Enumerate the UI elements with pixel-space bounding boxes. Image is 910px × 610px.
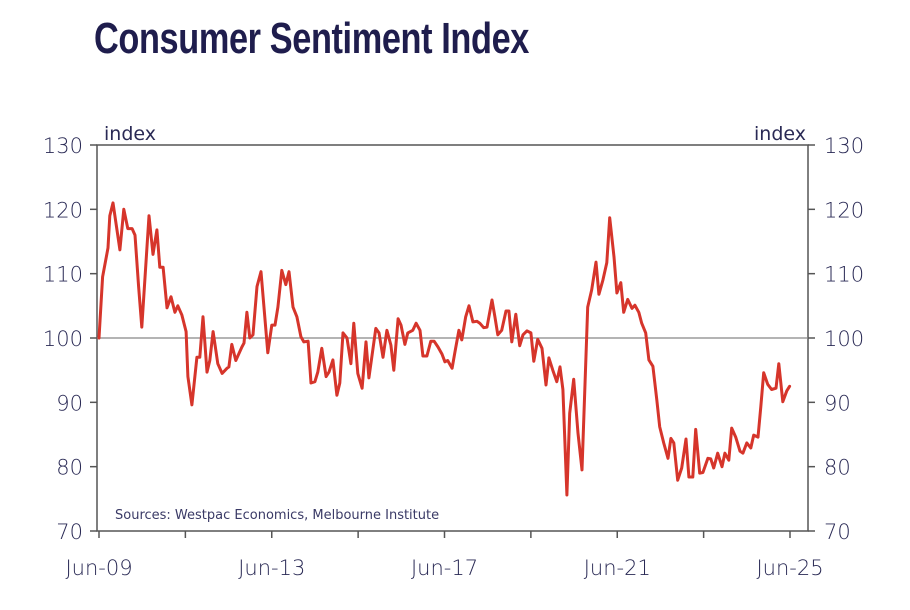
- source-note: Sources: Westpac Economics, Melbourne In…: [115, 508, 439, 523]
- y-tick-label-right: 130: [824, 134, 864, 158]
- y-tick-label-left: 80: [56, 456, 83, 480]
- y-axis-left-unit: index: [104, 123, 156, 145]
- chart-title: Consumer Sentiment Index: [94, 14, 529, 63]
- y-tick-label-left: 130: [43, 134, 83, 158]
- y-axis-right: 70 80 90 100 110 120 130: [808, 134, 864, 544]
- y-tick-label-left: 100: [43, 327, 83, 351]
- y-tick-label-right: 100: [824, 327, 864, 351]
- y-tick-label-left: 90: [56, 391, 83, 415]
- x-tick-label: Jun-09: [65, 556, 132, 580]
- y-tick-label-right: 90: [824, 391, 851, 415]
- y-tick-label-left: 70: [56, 520, 83, 544]
- series-group: [97, 201, 792, 497]
- y-axis-left: 70 80 90 100 110 120 130: [43, 134, 97, 544]
- y-tick-label-left: 120: [43, 198, 83, 222]
- y-tick-label-right: 80: [824, 456, 851, 480]
- y-tick-label-left: 110: [43, 263, 83, 287]
- series-line-consumer-sentiment: [97, 201, 792, 497]
- x-axis: Jun-09 Jun-13 Jun-17 Jun-21 Jun-25: [65, 531, 824, 580]
- y-tick-label-right: 110: [824, 263, 864, 287]
- x-tick-label: Jun-25: [756, 556, 823, 580]
- x-tick-label: Jun-17: [411, 556, 478, 580]
- y-tick-label-right: 70: [824, 520, 851, 544]
- x-tick-label: Jun-13: [238, 556, 305, 580]
- x-tick-label: Jun-21: [584, 556, 651, 580]
- y-axis-right-unit: index: [754, 123, 806, 145]
- y-tick-label-right: 120: [824, 198, 864, 222]
